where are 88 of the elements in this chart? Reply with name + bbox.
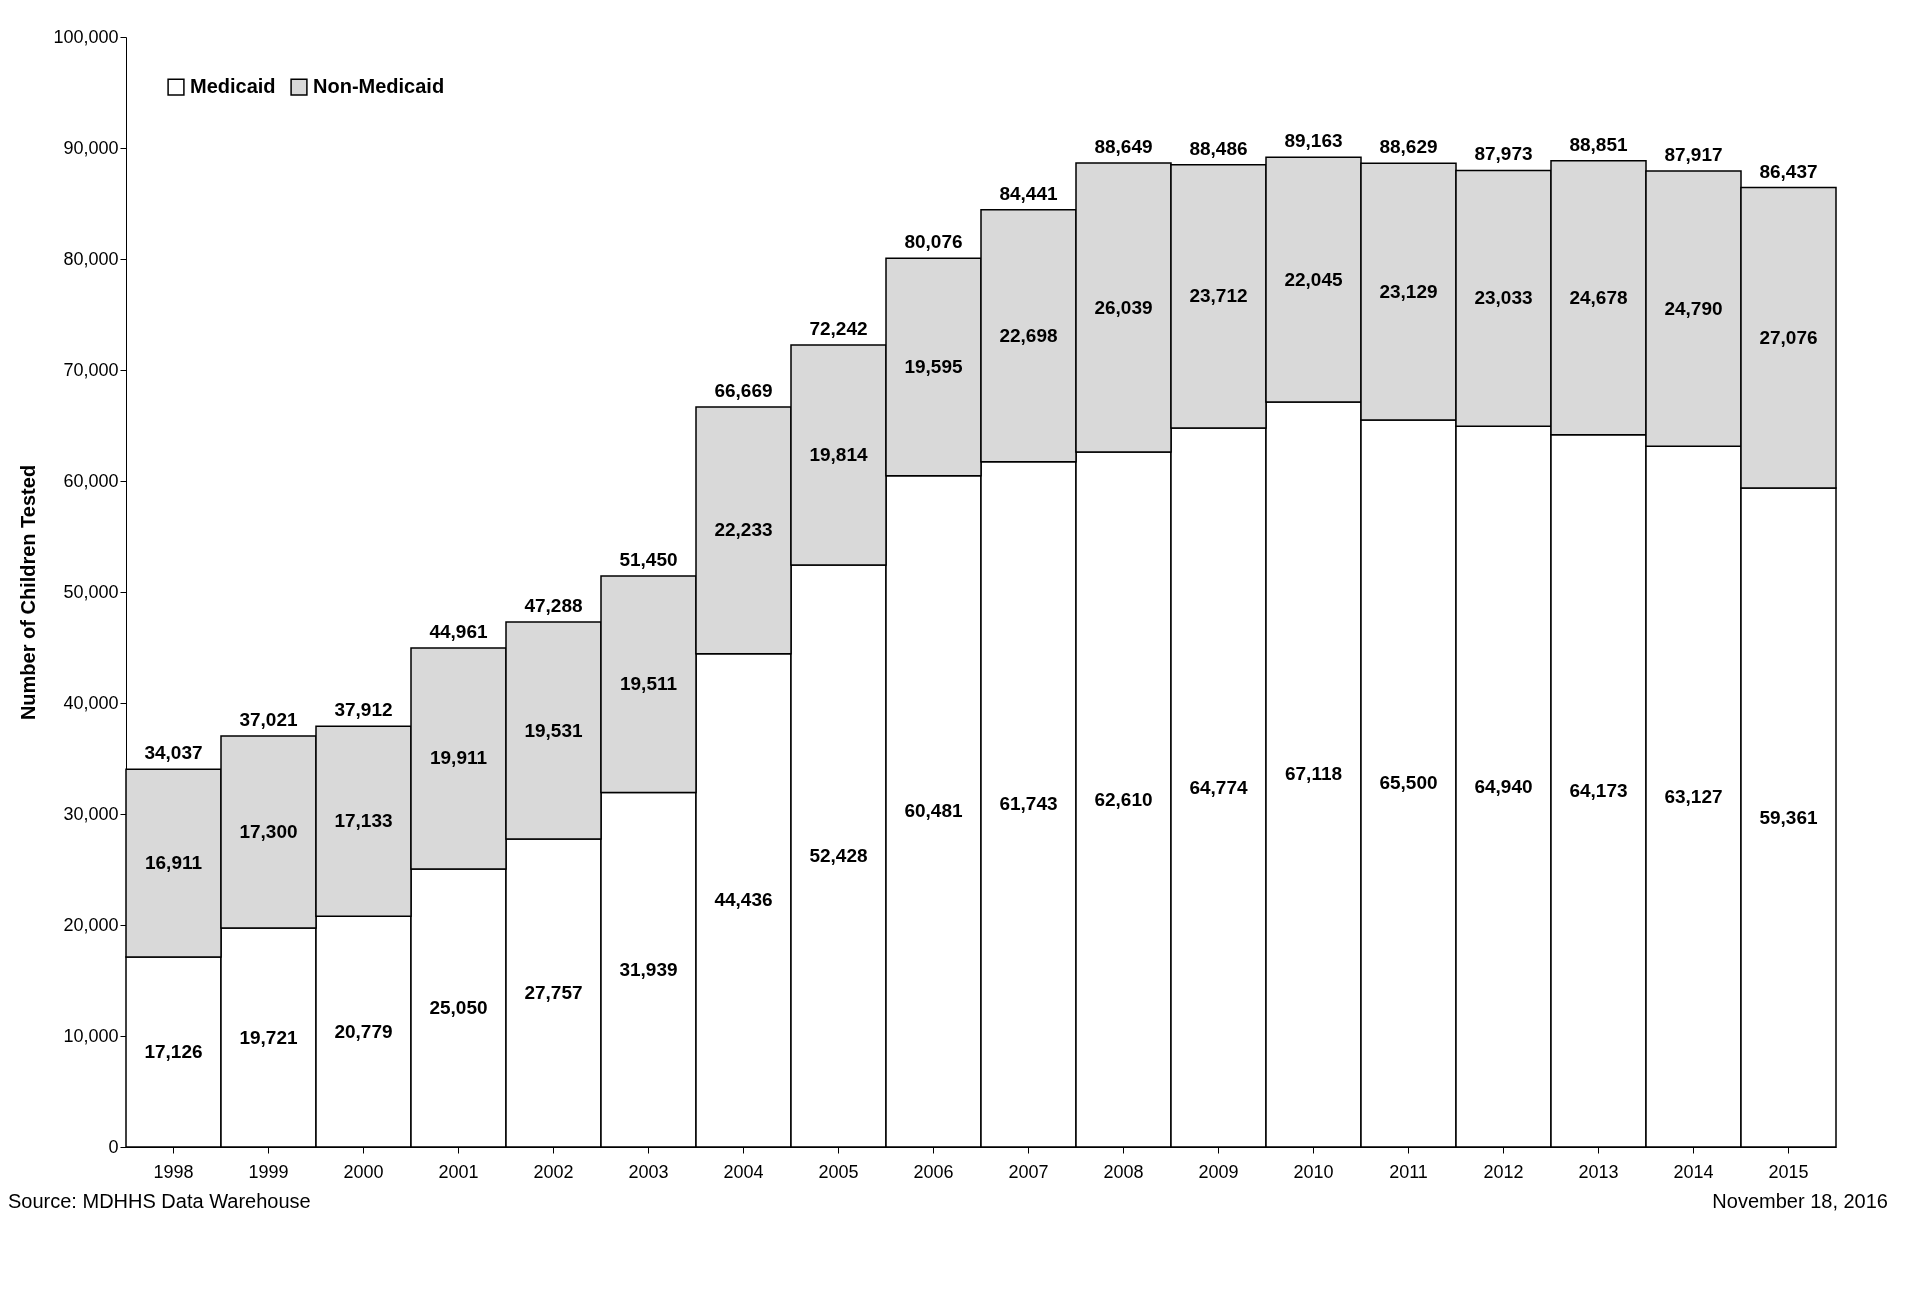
data-label: 64,774 (1189, 776, 1248, 798)
x-tick-label: 2014 (1673, 1161, 1714, 1182)
data-label: 62,610 (1094, 788, 1153, 810)
total-label: 88,629 (1379, 136, 1438, 158)
y-tick-label: 10,000 (63, 1025, 119, 1046)
x-tick-label: 2010 (1293, 1161, 1334, 1182)
y-tick-label: 50,000 (63, 581, 119, 602)
data-label: 19,814 (809, 444, 868, 466)
data-label: 17,133 (334, 810, 393, 832)
total-label: 80,076 (904, 231, 963, 253)
data-label: 24,790 (1664, 297, 1723, 319)
data-label: 17,126 (144, 1040, 203, 1062)
data-label: 59,361 (1759, 806, 1818, 828)
data-label: 64,173 (1569, 779, 1628, 801)
y-tick-label: 100,000 (53, 26, 119, 47)
data-label: 19,511 (619, 673, 678, 695)
x-tick-label: 1998 (153, 1161, 194, 1182)
data-label: 22,233 (714, 519, 773, 541)
data-label: 26,039 (1094, 296, 1153, 318)
y-tick-label: 20,000 (63, 914, 119, 935)
data-label: 64,940 (1474, 775, 1533, 797)
data-label: 67,118 (1284, 763, 1343, 785)
x-tick-label: 2012 (1483, 1161, 1524, 1182)
x-tick-label: 2008 (1103, 1161, 1144, 1182)
x-tick-label: 2007 (1008, 1161, 1049, 1182)
x-tick-label: 2013 (1578, 1161, 1619, 1182)
y-tick-label: 40,000 (63, 692, 119, 713)
total-label: 34,037 (144, 742, 203, 764)
data-label: 19,911 (429, 747, 488, 769)
x-tick-label: 2003 (628, 1161, 669, 1182)
data-label: 19,595 (904, 355, 963, 377)
legend-label: Non-Medicaid (313, 75, 445, 98)
source-note: Source: MDHHS Data Warehouse (8, 1190, 311, 1213)
total-label: 37,912 (334, 699, 393, 721)
y-tick-label: 30,000 (63, 803, 119, 824)
data-label: 60,481 (904, 800, 963, 822)
total-label: 84,441 (999, 182, 1058, 204)
total-label: 66,669 (714, 379, 773, 401)
x-tick-label: 2002 (533, 1161, 574, 1182)
data-label: 52,428 (809, 845, 868, 867)
legend-label: Medicaid (190, 75, 276, 98)
data-label: 27,757 (524, 981, 583, 1003)
y-tick-label: 70,000 (63, 359, 119, 380)
total-label: 89,163 (1284, 130, 1343, 152)
y-tick-label: 90,000 (63, 137, 119, 158)
total-label: 37,021 (239, 709, 298, 731)
total-label: 88,649 (1094, 136, 1153, 157)
data-label: 19,721 (239, 1026, 298, 1048)
data-label: 31,939 (619, 958, 678, 980)
x-tick-label: 2015 (1768, 1161, 1809, 1182)
data-label: 22,698 (999, 324, 1058, 346)
data-label: 19,531 (524, 719, 583, 741)
x-tick-label: 2005 (818, 1161, 859, 1182)
data-label: 63,127 (1664, 785, 1723, 807)
total-label: 51,450 (619, 548, 678, 570)
data-label: 65,500 (1379, 772, 1438, 794)
data-label: 16,911 (144, 852, 203, 874)
total-label: 87,917 (1664, 144, 1723, 166)
data-label: 23,033 (1474, 287, 1533, 309)
total-label: 88,851 (1569, 133, 1628, 155)
data-label: 23,712 (1189, 285, 1248, 307)
data-label: 27,076 (1759, 326, 1818, 348)
text: November 18, 2016 (1712, 1190, 1888, 1213)
data-label: 25,050 (429, 996, 488, 1018)
y-tick-label: 60,000 (63, 470, 119, 491)
x-tick-label: 2009 (1198, 1161, 1239, 1182)
y-tick-label: 80,000 (63, 248, 119, 269)
data-label: 20,779 (334, 1020, 393, 1042)
total-label: 47,288 (524, 595, 583, 617)
data-label: 61,743 (999, 793, 1058, 815)
x-tick-label: 2000 (343, 1161, 384, 1182)
data-label: 24,678 (1569, 286, 1628, 308)
total-label: 88,486 (1189, 137, 1248, 159)
data-label: 22,045 (1284, 268, 1343, 290)
total-label: 44,961 (429, 620, 488, 642)
data-label: 17,300 (239, 821, 298, 843)
y-tick-label: 0 (108, 1136, 119, 1157)
x-tick-label: 2001 (438, 1161, 479, 1182)
total-label: 86,437 (1759, 160, 1818, 182)
total-label: 72,242 (809, 318, 868, 340)
total-label: 87,973 (1474, 143, 1533, 165)
data-label: 44,436 (714, 889, 773, 911)
x-tick-label: 2006 (913, 1161, 954, 1182)
x-tick-label: 1999 (248, 1161, 289, 1182)
data-label: 23,129 (1379, 280, 1438, 302)
x-tick-label: 2011 (1389, 1161, 1428, 1182)
y-axis-title: Number of Children Tested (17, 464, 40, 721)
x-tick-label: 2004 (723, 1161, 764, 1182)
